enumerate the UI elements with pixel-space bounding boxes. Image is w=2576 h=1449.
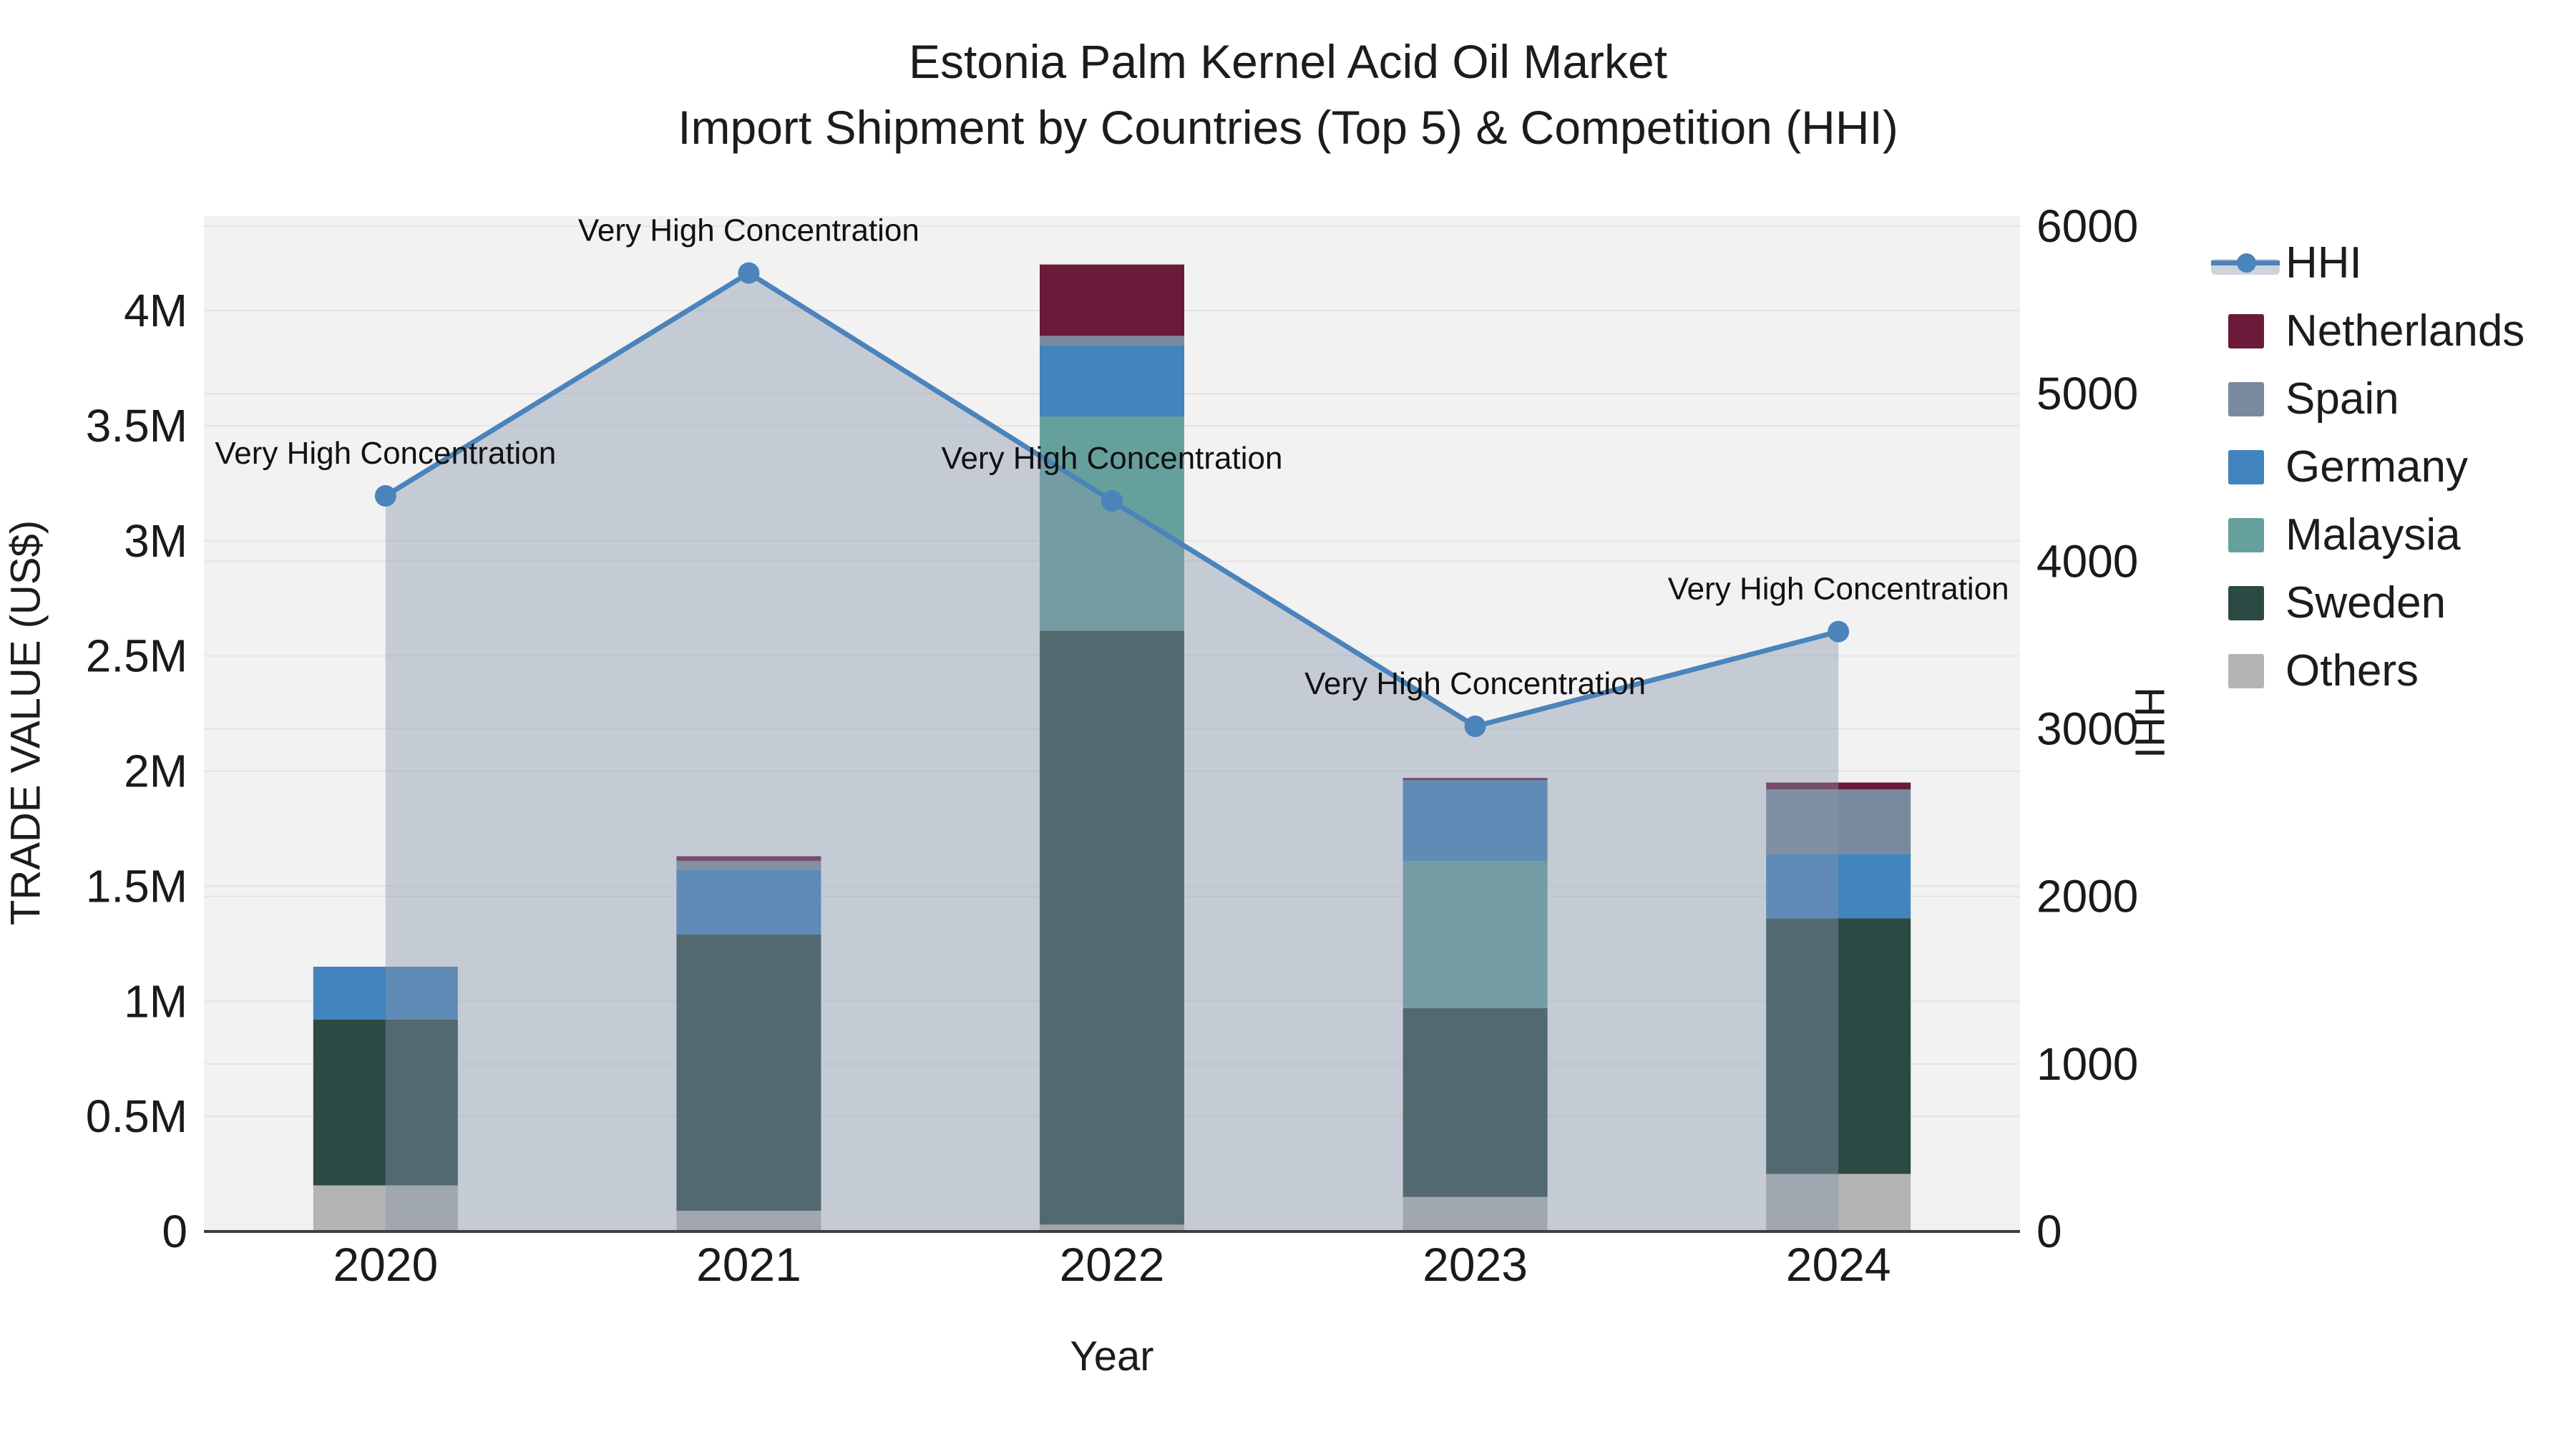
legend-label-hhi: HHI — [2285, 238, 2362, 288]
legend-item-sweden[interactable]: Sweden — [2211, 569, 2569, 637]
y-axis-right-title: HHI — [2126, 687, 2173, 758]
x-tick-label-2024: 2024 — [1786, 1238, 1891, 1291]
x-axis-title: Year — [1070, 1333, 1154, 1380]
bar-segment-netherlands-2024 — [1766, 782, 1911, 790]
y-left-tick-label: 2.5M — [86, 630, 187, 682]
sweden-swatch-icon — [2228, 585, 2264, 620]
hhi-marker-2024 — [1828, 620, 1850, 643]
legend-item-others[interactable]: Others — [2211, 637, 2569, 705]
legend-label-netherlands: Netherlands — [2285, 306, 2525, 356]
y-right-tick-label: 5000 — [2036, 368, 2138, 419]
y-right-tick-label: 0 — [2036, 1206, 2062, 1257]
x-tick-label-2020: 2020 — [333, 1238, 438, 1291]
bar-segment-others-2020 — [313, 1185, 458, 1231]
legend-item-spain[interactable]: Spain — [2211, 365, 2569, 433]
chart-title: Estonia Palm Kernel Acid Oil Market — [908, 35, 1668, 88]
annotation-2022: Very High Concentration — [942, 441, 1283, 476]
y-left-tick-label: 3M — [124, 515, 187, 567]
y-right-tick-label: 6000 — [2036, 200, 2138, 252]
bar-segment-germany-2022 — [1040, 345, 1184, 417]
legend-label-germany: Germany — [2285, 442, 2468, 492]
y-axis-left-title: TRADE VALUE (US$) — [2, 519, 49, 926]
bar-segment-others-2022 — [1040, 1224, 1184, 1231]
hhi-area — [385, 273, 1839, 1232]
y-left-tick-label: 0 — [162, 1206, 187, 1257]
y-left-tick-label: 0.5M — [86, 1091, 187, 1142]
others-swatch-icon — [2228, 653, 2264, 688]
bar-segment-spain-2021 — [676, 860, 821, 870]
germany-swatch-icon — [2228, 449, 2264, 484]
y-left-tick-label: 3.5M — [86, 400, 187, 452]
spain-swatch-icon — [2228, 381, 2264, 416]
hhi-marker-2021 — [738, 262, 760, 284]
hhi-marker-2023 — [1464, 715, 1486, 737]
y-right-tick-label: 1000 — [2036, 1038, 2138, 1090]
legend-item-hhi[interactable]: HHI — [2211, 229, 2569, 297]
y-left-tick-label: 2M — [124, 746, 187, 797]
y-left-tick-label: 1.5M — [86, 860, 187, 912]
hhi-marker-2020 — [374, 485, 396, 507]
bar-segment-others-2023 — [1402, 1196, 1548, 1231]
bar-segment-germany-2023 — [1402, 780, 1548, 861]
y-right-tick-label: 2000 — [2036, 871, 2138, 922]
bar-segment-sweden-2024 — [1766, 918, 1911, 1174]
x-tick-label-2021: 2021 — [696, 1238, 801, 1291]
bar-segment-others-2024 — [1766, 1174, 1911, 1231]
y-right-tick-label: 4000 — [2036, 535, 2138, 587]
annotation-2021: Very High Concentration — [578, 213, 919, 248]
annotation-2023: Very High Concentration — [1304, 666, 1646, 701]
hhi-marker-dot — [2237, 253, 2256, 273]
legend-label-spain: Spain — [2285, 374, 2399, 424]
bar-segment-malaysia-2023 — [1402, 860, 1548, 1008]
bar-segment-sweden-2022 — [1040, 630, 1184, 1225]
legend-label-others: Others — [2285, 646, 2419, 696]
y-right-tick-label: 3000 — [2036, 703, 2138, 755]
legend-item-malaysia[interactable]: Malaysia — [2211, 501, 2569, 569]
netherlands-swatch-icon — [2228, 313, 2264, 348]
bar-segment-germany-2024 — [1766, 854, 1911, 919]
x-tick-label-2023: 2023 — [1423, 1238, 1528, 1291]
bar-segment-netherlands-2023 — [1402, 778, 1548, 781]
y-left-tick-label: 1M — [124, 975, 187, 1027]
annotation-2020: Very High Concentration — [215, 436, 556, 471]
bar-segment-malaysia-2022 — [1040, 416, 1184, 631]
y-left-tick-label: 4M — [124, 285, 187, 336]
bar-segment-spain-2022 — [1040, 336, 1184, 346]
bar-segment-spain-2024 — [1766, 789, 1911, 854]
legend: HHI Netherlands Spain Germany Malaysia S… — [2211, 229, 2569, 705]
annotation-2024: Very High Concentration — [1668, 572, 2009, 607]
chart-title-block: Estonia Palm Kernel Acid Oil Market Impo… — [0, 29, 2576, 160]
legend-label-sweden: Sweden — [2285, 578, 2446, 628]
legend-label-malaysia: Malaysia — [2285, 510, 2461, 560]
legend-item-germany[interactable]: Germany — [2211, 433, 2569, 501]
chart-subtitle: Import Shipment by Countries (Top 5) & C… — [678, 101, 1898, 154]
bar-segment-germany-2020 — [313, 966, 458, 1020]
bar-segment-germany-2021 — [676, 869, 821, 935]
bar-segment-sweden-2023 — [1402, 1008, 1548, 1197]
x-tick-label-2022: 2022 — [1060, 1238, 1165, 1291]
legend-item-netherlands[interactable]: Netherlands — [2211, 297, 2569, 365]
bar-segment-sweden-2020 — [313, 1019, 458, 1186]
bar-segment-netherlands-2021 — [676, 856, 821, 861]
bar-segment-sweden-2021 — [676, 934, 821, 1211]
hhi-line-swatch-icon — [2211, 246, 2280, 280]
hhi-marker-2022 — [1101, 490, 1123, 512]
malaysia-swatch-icon — [2228, 517, 2264, 552]
bar-segment-netherlands-2022 — [1040, 264, 1184, 336]
bar-segment-others-2021 — [676, 1211, 821, 1231]
